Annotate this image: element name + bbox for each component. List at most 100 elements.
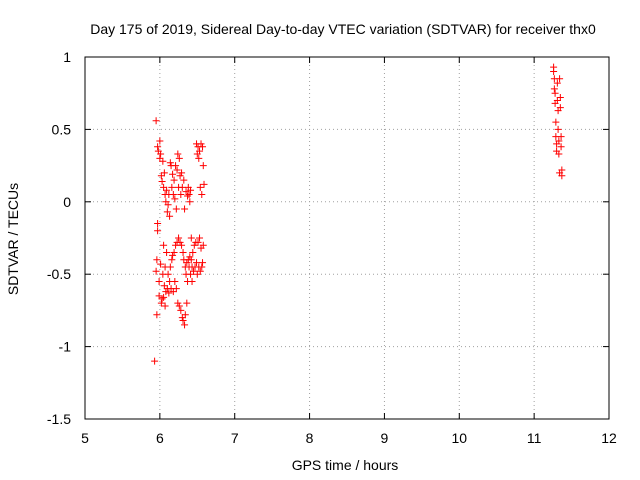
data-point [558,166,566,174]
data-point [190,241,198,249]
x-tick-label: 12 [601,430,617,446]
data-point [190,267,198,275]
data-point [195,154,203,162]
y-tick-label: 0.5 [52,121,72,137]
data-point [550,85,558,93]
data-point [156,137,164,145]
data-point [163,186,171,194]
data-point [551,89,559,97]
data-point [161,302,169,310]
data-point [176,238,184,246]
data-point [183,259,191,267]
data-point [183,299,191,307]
data-point [153,311,161,319]
data-point [156,154,164,162]
data-point [180,176,188,184]
y-tick-label: -1.5 [47,411,71,427]
data-point [166,159,174,167]
data-point [188,277,196,285]
x-axis-label: GPS time / hours [292,457,399,473]
data-point [555,137,563,145]
data-point [198,191,206,199]
data-point [158,178,166,186]
data-point [163,248,171,256]
data-point [151,357,159,365]
data-point [199,241,207,249]
grid-lines [85,57,609,419]
data-point [194,238,202,246]
data-point [197,140,205,148]
data-point [172,162,180,170]
data-point [165,289,173,297]
data-point [169,288,177,296]
data-point [177,306,185,314]
x-tick-label: 9 [381,430,389,446]
data-point [185,191,193,199]
data-point [166,212,174,220]
data-point [168,183,176,191]
data-point [173,166,181,174]
data-point [178,314,186,322]
data-point [193,259,201,267]
data-point [169,251,177,259]
data-point [199,143,207,151]
data-point [160,293,168,301]
y-tick-label: -0.5 [47,266,71,282]
data-point [181,311,189,319]
data-point [178,241,186,249]
data-point [175,154,183,162]
data-point [174,150,182,158]
data-point [199,162,207,170]
data-point [153,256,161,264]
data-point [160,282,168,290]
data-point [169,191,177,199]
data-point [179,317,187,325]
x-tick-label: 10 [451,430,467,446]
data-point [556,94,564,102]
data-point [199,259,207,267]
data-point [164,270,172,278]
x-tick-label: 6 [156,430,164,446]
y-tick-label: 1 [63,49,71,65]
data-point [178,169,186,177]
data-point [160,241,168,249]
data-point [171,277,179,285]
data-point [159,157,167,165]
data-point [166,263,174,271]
data-point [557,133,565,141]
data-point [154,143,162,151]
data-point [163,208,171,216]
data-point [170,176,178,184]
data-point [557,143,565,151]
data-point [160,183,168,191]
data-point [170,248,178,256]
y-axis-label: SDTVAR / TECUs [5,183,21,295]
plot-frame [84,56,610,420]
data-point [152,117,160,125]
data-point [556,75,564,83]
data-point [187,186,195,194]
data-point [181,205,189,213]
data-point [168,256,176,264]
x-tick-label: 7 [231,430,239,446]
data-point [152,267,160,275]
data-point [169,170,177,178]
axis-ticks: 5 6 7 8 9 10 11 12 -1.5 -1 -0.5 0 0.5 1 [47,49,617,446]
data-point [155,277,163,285]
data-point [554,125,562,133]
data-point [160,169,168,177]
data-point [158,295,166,303]
data-point [175,234,183,242]
data-point [154,220,162,228]
data-point [186,253,194,261]
chart-title: Day 175 of 2019, Sidereal Day-to-day VTE… [90,21,596,37]
data-point [200,180,208,188]
data-point [157,260,165,268]
data-point [196,147,204,155]
data-point [175,302,183,310]
data-point [187,234,195,242]
data-point [187,270,195,278]
x-tick-label: 11 [527,430,542,446]
data-point [171,195,179,203]
